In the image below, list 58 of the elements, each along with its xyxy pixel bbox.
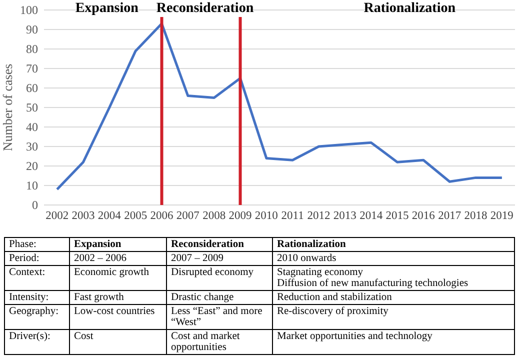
y-tick-label: 30	[26, 139, 38, 154]
text: Cost and market opportunities	[166, 330, 272, 354]
line-series	[56, 22, 504, 191]
x-tick-label: 2006	[150, 210, 174, 222]
text: Geography:	[4, 304, 70, 330]
text: Fast growth	[70, 290, 166, 304]
x-tick-label: 2002	[46, 210, 69, 222]
text: Low-cost countries	[70, 304, 166, 330]
x-tick-label: 2010	[254, 210, 278, 222]
text: Rationalization	[272, 238, 514, 252]
annotation: Reconsideration	[156, 1, 254, 16]
text: Driver(s):	[4, 330, 70, 354]
annotation: Rationalization	[364, 1, 456, 16]
text: Phase:	[4, 238, 70, 252]
x-tick-label: 2004	[98, 210, 122, 222]
text: Intensity:	[4, 290, 70, 304]
text: 2007 – 2009	[166, 252, 272, 266]
y-tick-label: 70	[26, 61, 38, 76]
y-tick-label: 60	[26, 80, 38, 95]
y-tick-label: 10	[26, 178, 38, 192]
y-tick-label: 40	[26, 120, 38, 134]
x-tick-label: 2008	[202, 210, 226, 222]
text: Reconsideration	[166, 238, 272, 252]
x-tick-label: 2007	[176, 210, 200, 222]
x-tick-label: 2013	[333, 210, 357, 222]
text: Reduction and stabilization	[272, 290, 514, 304]
annotation: Expansion	[75, 1, 139, 16]
text: Drastic change	[166, 290, 272, 304]
y-tick-label: 0	[32, 198, 38, 212]
y-tick-label: 80	[26, 42, 38, 56]
x-tick-label: 2012	[307, 210, 330, 222]
x-tick-label: 2016	[412, 210, 436, 222]
x-tick-label: 2017	[438, 210, 462, 222]
x-tick-label: 2018	[464, 210, 488, 222]
text: Stagnating economy Diffusion of new manufacturing technologies	[272, 266, 514, 290]
text: Expansion	[70, 238, 166, 252]
text: 2002 – 2006	[70, 252, 166, 266]
text: Context:	[4, 266, 70, 290]
y-tick-label: 50	[26, 100, 38, 114]
x-tick-label: 2003	[72, 210, 95, 222]
x-tick-label: 2011	[281, 210, 304, 222]
text: Disrupted economy	[166, 266, 272, 290]
y-tick-label: 100	[20, 2, 38, 17]
y-tick-label: 90	[26, 22, 38, 36]
x-tick-label: 2005	[124, 210, 148, 222]
x-tick-label: 2019	[490, 210, 514, 222]
y-axis-title: Number of cases	[0, 64, 15, 152]
text: 2010 onwards	[272, 252, 514, 266]
text: Market opportunities and technology	[272, 330, 514, 354]
x-tick-label: 2015	[386, 210, 409, 222]
text: Re-discovery of proximity	[272, 304, 514, 330]
text: Period:	[4, 252, 70, 266]
text: Economic growth	[70, 266, 166, 290]
x-tick-label: 2014	[360, 210, 383, 222]
text: Cost	[70, 330, 166, 354]
y-tick-label: 20	[26, 158, 38, 173]
x-tick-label: 2009	[228, 210, 252, 222]
text: Less “East” and more “West”	[166, 304, 272, 330]
